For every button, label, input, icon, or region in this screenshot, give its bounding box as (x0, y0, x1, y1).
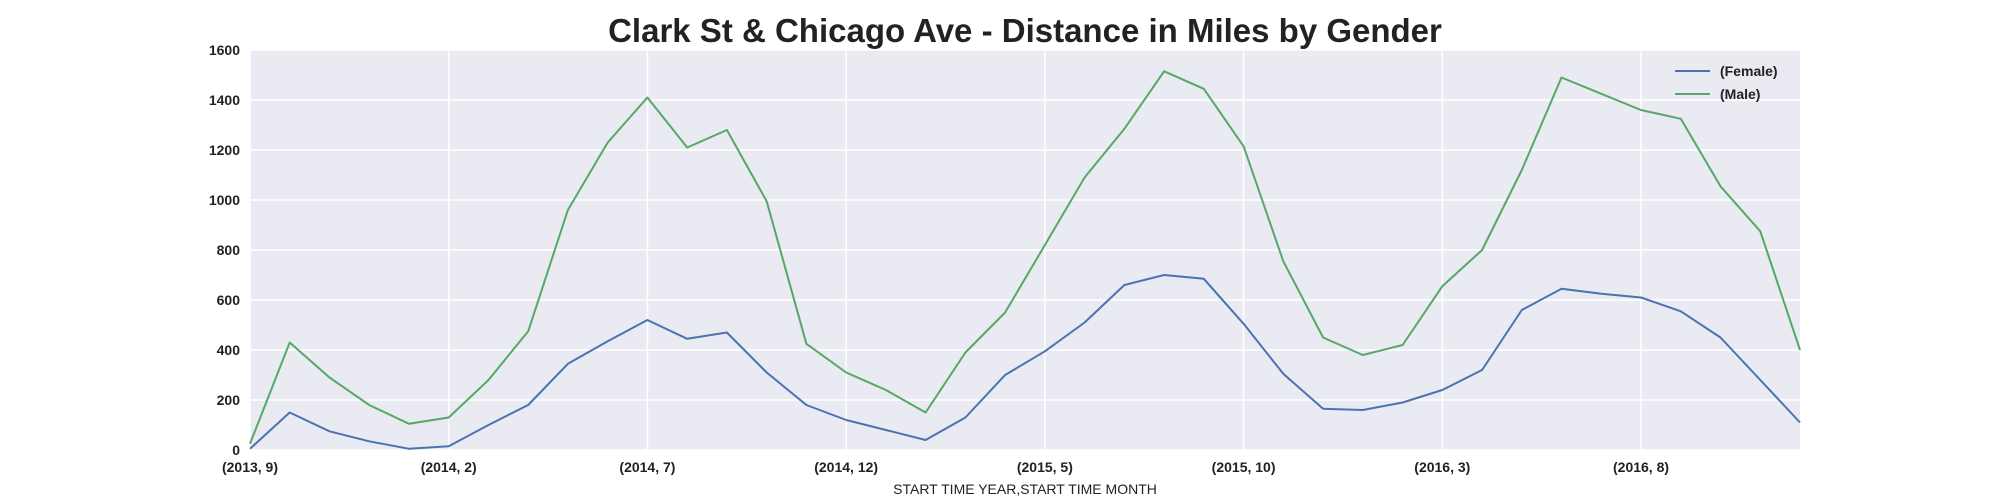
legend-label: (Female) (1720, 63, 1778, 79)
horizontal-gridlines (250, 49, 1800, 451)
y-tick-label: 1200 (209, 142, 240, 158)
x-tick-label: (2016, 8) (1613, 459, 1669, 475)
y-tick-label: 200 (217, 392, 241, 408)
x-tick-label: (2014, 7) (619, 459, 675, 475)
y-tick-label: 1400 (209, 92, 240, 108)
chart-title: Clark St & Chicago Ave - Distance in Mil… (608, 12, 1442, 49)
y-axis-ticks: 0 200 400 600 800 1000 1200 1400 1600 (209, 42, 240, 458)
series-line-1 (249, 70, 1801, 445)
x-tick-label: (2015, 10) (1212, 459, 1276, 475)
x-tick-label: (2013, 9) (222, 459, 278, 475)
legend: (Female) (Male) (1675, 63, 1778, 102)
y-tick-label: 0 (232, 442, 240, 458)
x-axis-ticks: (2013, 9) (2014, 2) (2014, 7) (2014, 12) (20… (222, 459, 1669, 475)
x-tick-label: (2015, 5) (1017, 459, 1073, 475)
y-tick-label: 400 (217, 342, 241, 358)
series-line-0 (249, 274, 1801, 450)
y-tick-label: 1600 (209, 42, 240, 58)
x-tick-label: (2014, 2) (421, 459, 477, 475)
x-tick-label: (2016, 3) (1414, 459, 1470, 475)
x-axis-label: START TIME YEAR,START TIME MONTH (893, 481, 1157, 497)
legend-label: (Male) (1720, 86, 1760, 102)
x-tick-label: (2014, 12) (814, 459, 878, 475)
y-tick-label: 800 (217, 242, 241, 258)
y-tick-label: 600 (217, 292, 241, 308)
series-lines (249, 70, 1801, 450)
y-tick-label: 1000 (209, 192, 240, 208)
